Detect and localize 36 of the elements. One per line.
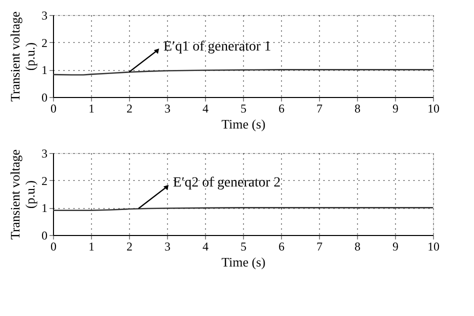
annotation: E′q2 of generator 2	[173, 176, 281, 191]
x-tick-label: 0	[50, 240, 56, 254]
x-tick-label: 8	[354, 102, 360, 116]
y-tick-label: 0	[42, 90, 48, 104]
x-tick-label: 2	[126, 240, 132, 254]
x-axis-title: Time (s)	[222, 116, 266, 132]
x-tick-label: 3	[164, 102, 170, 116]
x-tick-label: 8	[354, 240, 360, 254]
x-tick-label: 1	[88, 240, 94, 254]
y-tick-label: 0	[42, 228, 48, 242]
x-tick-label: 6	[278, 240, 284, 254]
y-tick-label: 2	[42, 174, 48, 188]
y-tick-label: 3	[42, 8, 48, 22]
x-tick-label: 0	[50, 102, 56, 116]
x-tick-label: 10	[428, 102, 440, 116]
x-tick-label: 5	[240, 102, 246, 116]
x-tick-label: 4	[202, 240, 208, 254]
x-tick-label: 2	[126, 102, 132, 116]
x-tick-label: 4	[202, 102, 208, 116]
y-axis-title: Transient voltage (p.u.)	[8, 11, 38, 102]
x-tick-label: 1	[88, 102, 94, 116]
x-tick-label: 9	[392, 102, 398, 116]
y-tick-label: 3	[42, 146, 48, 160]
x-tick-label: 9	[392, 240, 398, 254]
x-tick-label: 10	[428, 240, 440, 254]
y-axis-title: Transient voltage (p.u.)	[8, 149, 38, 240]
x-tick-label: 5	[240, 240, 246, 254]
x-tick-label: 3	[164, 240, 170, 254]
x-axis-title: Time (s)	[222, 254, 266, 270]
x-tick-label: 7	[316, 102, 322, 116]
x-tick-label: 6	[278, 102, 284, 116]
annotation: E′q1 of generator 1	[164, 39, 272, 54]
y-tick-label: 1	[42, 63, 48, 78]
x-tick-label: 7	[316, 240, 322, 254]
y-tick-label: 2	[42, 36, 48, 50]
y-tick-label: 1	[42, 201, 48, 216]
